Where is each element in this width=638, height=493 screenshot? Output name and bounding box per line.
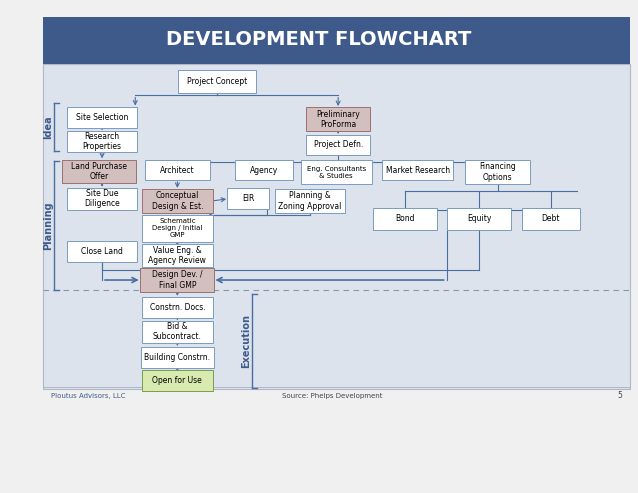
- FancyBboxPatch shape: [67, 107, 138, 128]
- Text: Building Constrn.: Building Constrn.: [144, 353, 211, 362]
- FancyBboxPatch shape: [43, 64, 630, 389]
- FancyBboxPatch shape: [67, 241, 138, 262]
- FancyBboxPatch shape: [145, 160, 209, 180]
- FancyBboxPatch shape: [373, 208, 438, 230]
- FancyBboxPatch shape: [142, 370, 213, 391]
- Text: Source: Phelps Development: Source: Phelps Development: [281, 393, 382, 399]
- Text: Equity: Equity: [467, 214, 491, 223]
- FancyBboxPatch shape: [142, 244, 213, 267]
- Text: Bid &
Subcontract.: Bid & Subcontract.: [153, 322, 202, 342]
- FancyBboxPatch shape: [67, 188, 138, 210]
- FancyBboxPatch shape: [142, 189, 213, 213]
- Text: Value Eng. &
Agency Review: Value Eng. & Agency Review: [149, 246, 206, 265]
- FancyBboxPatch shape: [274, 189, 346, 213]
- FancyBboxPatch shape: [142, 297, 213, 318]
- Text: Schematic
Design / Initial
GMP: Schematic Design / Initial GMP: [152, 218, 202, 238]
- FancyBboxPatch shape: [382, 160, 453, 180]
- Text: Site Due
Diligence: Site Due Diligence: [84, 189, 120, 209]
- Text: DEVELOPMENT FLOWCHART: DEVELOPMENT FLOWCHART: [167, 30, 471, 49]
- FancyBboxPatch shape: [466, 160, 530, 184]
- Text: Project Concept: Project Concept: [187, 77, 247, 86]
- Text: 5: 5: [617, 391, 622, 400]
- FancyBboxPatch shape: [43, 17, 630, 64]
- Text: Execution: Execution: [241, 314, 251, 368]
- Text: Site Selection: Site Selection: [76, 113, 128, 122]
- Text: Design Dev. /
Final GMP: Design Dev. / Final GMP: [152, 270, 203, 290]
- FancyBboxPatch shape: [306, 107, 370, 131]
- Text: Ploutus Advisors, LLC: Ploutus Advisors, LLC: [51, 393, 126, 399]
- Text: Planning: Planning: [43, 201, 54, 249]
- Text: Constrn. Docs.: Constrn. Docs.: [149, 303, 205, 312]
- Text: Open for Use: Open for Use: [152, 376, 202, 385]
- Text: Debt: Debt: [542, 214, 560, 223]
- Text: Conceptual
Design & Est.: Conceptual Design & Est.: [152, 191, 203, 211]
- FancyBboxPatch shape: [227, 188, 269, 209]
- Text: Bond: Bond: [396, 214, 415, 223]
- Text: Market Research: Market Research: [386, 166, 450, 175]
- Text: Eng. Consultants
& Studies: Eng. Consultants & Studies: [307, 166, 366, 178]
- Text: Preliminary
ProForma: Preliminary ProForma: [316, 109, 360, 129]
- Text: Close Land: Close Land: [81, 247, 123, 256]
- FancyBboxPatch shape: [140, 268, 214, 292]
- FancyBboxPatch shape: [301, 160, 371, 184]
- FancyBboxPatch shape: [142, 321, 213, 343]
- Text: Idea: Idea: [43, 115, 54, 139]
- Text: EIR: EIR: [242, 194, 255, 203]
- Text: Project Defn.: Project Defn.: [313, 141, 363, 149]
- FancyBboxPatch shape: [62, 160, 136, 183]
- FancyBboxPatch shape: [235, 160, 293, 180]
- FancyBboxPatch shape: [67, 131, 138, 152]
- FancyBboxPatch shape: [447, 208, 511, 230]
- Text: Research
Properties: Research Properties: [82, 132, 122, 151]
- Text: Planning &
Zoning Approval: Planning & Zoning Approval: [278, 191, 342, 211]
- FancyBboxPatch shape: [522, 208, 579, 230]
- Text: Financing
Options: Financing Options: [479, 162, 516, 182]
- FancyBboxPatch shape: [179, 70, 255, 93]
- Text: Agency: Agency: [250, 166, 278, 175]
- Text: Architect: Architect: [160, 166, 195, 175]
- FancyBboxPatch shape: [306, 135, 370, 155]
- FancyBboxPatch shape: [142, 215, 213, 242]
- FancyBboxPatch shape: [141, 347, 214, 368]
- Text: Land Purchase
Offer: Land Purchase Offer: [71, 162, 127, 181]
